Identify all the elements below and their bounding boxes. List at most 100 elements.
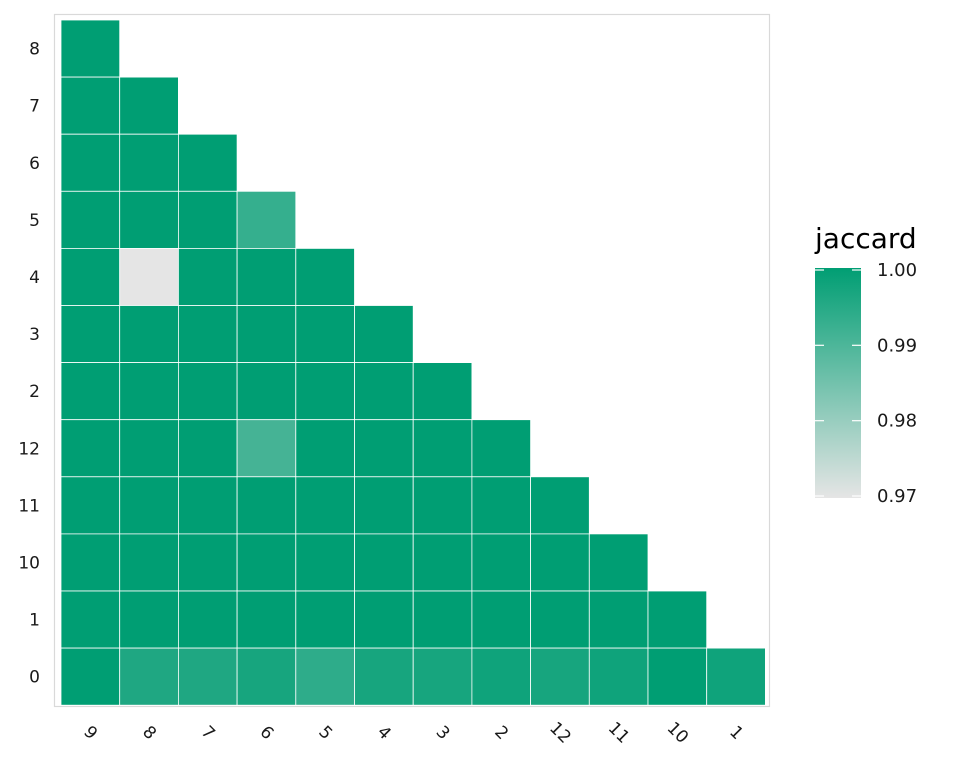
y-tick-label: 11: [18, 496, 40, 516]
heatmap-cell-8-1: [119, 590, 179, 649]
heatmap-cell-5-1: [295, 590, 355, 649]
heatmap-cell-9-10: [60, 533, 121, 592]
heatmap-cell-9-3: [60, 305, 121, 363]
y-tick-label: 12: [18, 439, 40, 459]
heatmap-cell-5-3: [295, 305, 355, 363]
heatmap-cell-7-10: [177, 533, 238, 592]
x-tick-label: 10: [663, 718, 692, 747]
heatmap-cell-3-10: [412, 533, 473, 592]
legend-break-label: 0.97: [877, 486, 917, 507]
x-tick-label: 8: [138, 722, 160, 744]
heatmap-cell-8-6: [119, 133, 179, 192]
heatmap-cell-5-11: [295, 476, 355, 535]
heatmap-cell-7-1: [177, 590, 238, 649]
heatmap-cell-2-0: [471, 647, 531, 706]
y-tick-label: 3: [29, 325, 40, 345]
heatmap-cell-9-4: [60, 247, 121, 306]
x-tick-label: 12: [545, 718, 574, 747]
heatmap-cell-9-8: [60, 19, 121, 78]
x-tick-label: 5: [314, 722, 336, 744]
heatmap-cell-1-0: [706, 647, 766, 706]
y-tick-label: 10: [18, 554, 40, 574]
heatmap-cell-12-0: [530, 647, 590, 706]
heatmap-cell-4-12: [354, 419, 414, 478]
heatmap-cell-7-11: [177, 476, 238, 535]
y-tick-label: 8: [29, 40, 40, 60]
y-tick-label: 6: [29, 154, 40, 174]
heatmap-cells: [60, 19, 766, 706]
heatmap-cell-8-10: [119, 533, 179, 592]
heatmap-cell-7-2: [177, 362, 238, 421]
heatmap-cell-4-2: [354, 362, 414, 421]
heatmap-cell-12-11: [530, 476, 590, 535]
x-tick-label: 3: [432, 722, 454, 744]
heatmap-cell-6-4: [236, 247, 297, 306]
x-tick-label: 4: [373, 722, 395, 744]
heatmap-cell-12-10: [530, 533, 590, 592]
heatmap-cell-4-0: [354, 647, 414, 706]
x-tick-label: 1: [725, 722, 747, 744]
heatmap-cell-4-1: [354, 590, 414, 649]
heatmap-cell-9-2: [60, 362, 121, 421]
heatmap-cell-11-0: [588, 647, 649, 706]
heatmap-cell-7-3: [177, 305, 238, 363]
heatmap-cell-2-1: [471, 590, 531, 649]
heatmap-cell-8-4: [119, 247, 179, 306]
y-axis-tick-labels: 0 1 10 11 12 2 3 4 5 6 7 8: [18, 40, 40, 688]
heatmap-cell-5-12: [295, 419, 355, 478]
heatmap-cell-10-0: [647, 647, 708, 706]
heatmap-cell-6-11: [236, 476, 297, 535]
heatmap-cell-4-3: [354, 305, 414, 363]
heatmap-cell-6-3: [236, 305, 297, 363]
y-tick-label: 1: [29, 611, 40, 631]
heatmap-cell-3-0: [412, 647, 473, 706]
heatmap-cell-11-10: [588, 533, 649, 592]
y-tick-label: 7: [29, 97, 40, 117]
heatmap-cell-7-6: [177, 133, 238, 192]
legend-colorbar: [815, 268, 861, 498]
heatmap-cell-6-10: [236, 533, 297, 592]
heatmap-cell-9-1: [60, 590, 121, 649]
y-tick-label: 2: [29, 382, 40, 402]
legend-break-label: 0.99: [877, 335, 917, 356]
heatmap-cell-9-5: [60, 190, 121, 249]
heatmap-cell-2-11: [471, 476, 531, 535]
heatmap-cell-11-1: [588, 590, 649, 649]
legend-break-label: 1.00: [877, 260, 917, 281]
heatmap-cell-6-5: [236, 190, 297, 249]
heatmap-cell-7-0: [177, 647, 238, 706]
heatmap-cell-12-1: [530, 590, 590, 649]
heatmap-cell-3-2: [412, 362, 473, 421]
heatmap-cell-5-10: [295, 533, 355, 592]
x-tick-label: 7: [197, 722, 219, 744]
heatmap-cell-4-10: [354, 533, 414, 592]
heatmap-cell-8-0: [119, 647, 179, 706]
y-tick-label: 4: [29, 268, 40, 288]
heatmap-cell-2-10: [471, 533, 531, 592]
heatmap-cell-9-11: [60, 476, 121, 535]
heatmap-cell-9-6: [60, 133, 121, 192]
heatmap-cell-8-3: [119, 305, 179, 363]
heatmap-cell-9-0: [60, 647, 121, 706]
x-tick-label: 9: [79, 722, 101, 744]
heatmap-cell-6-12: [236, 419, 297, 478]
heatmap-cell-5-0: [295, 647, 355, 706]
heatmap-cell-7-12: [177, 419, 238, 478]
heatmap-cell-5-4: [295, 247, 355, 306]
heatmap-cell-3-1: [412, 590, 473, 649]
heatmap-cell-10-1: [647, 590, 708, 649]
heatmap-cell-6-2: [236, 362, 297, 421]
heatmap-cell-2-12: [471, 419, 531, 478]
heatmap-cell-5-2: [295, 362, 355, 421]
heatmap-cell-3-12: [412, 419, 473, 478]
y-tick-label: 0: [29, 668, 40, 688]
x-axis-tick-labels: 9 8 7 6 5 4 3 2 12 11 10 1: [79, 718, 747, 747]
y-tick-label: 5: [29, 211, 40, 231]
heatmap-cell-6-1: [236, 590, 297, 649]
heatmap-cell-4-11: [354, 476, 414, 535]
x-tick-label: 11: [604, 718, 633, 747]
heatmap-cell-8-11: [119, 476, 179, 535]
heatmap-cell-8-2: [119, 362, 179, 421]
heatmap-cell-7-4: [177, 247, 238, 306]
